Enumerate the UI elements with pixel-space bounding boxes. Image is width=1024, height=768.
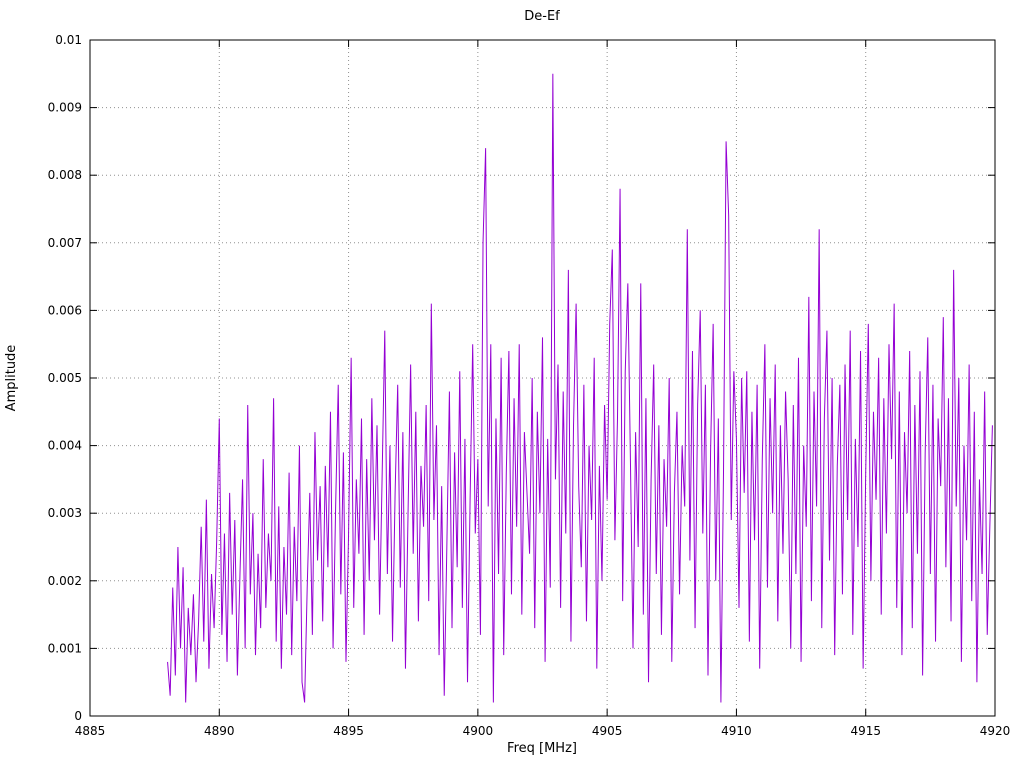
chart-title: De-Ef	[524, 9, 560, 24]
data-series	[167, 73, 993, 703]
x-tick-label: 4885	[75, 724, 106, 738]
tick-labels: 4885 4890 4895 4900 4905 4910 4915 4920 0 0.001 0.…	[48, 33, 1011, 738]
y-axis-label: Amplitude	[4, 345, 19, 412]
x-tick-label: 4905	[592, 724, 623, 738]
y-tick-label: 0.004	[48, 439, 82, 453]
spectrum-line	[167, 73, 993, 703]
y-tick-label: 0.005	[48, 371, 82, 385]
y-tick-label: 0.002	[48, 574, 82, 588]
plot-frame	[89, 39, 996, 717]
x-tick-label: 4890	[204, 724, 235, 738]
y-tick-label: 0.006	[48, 303, 82, 317]
x-tick-label: 4910	[721, 724, 752, 738]
y-tick-label: 0.007	[48, 236, 82, 250]
x-axis-label: Freq [MHz]	[507, 741, 577, 756]
y-tick-label: 0.003	[48, 506, 82, 520]
x-tick-label: 4900	[463, 724, 494, 738]
y-tick-label: 0.001	[48, 641, 82, 655]
y-tick-label: 0.008	[48, 168, 82, 182]
x-tick-label: 4920	[980, 724, 1011, 738]
grid-lines	[90, 40, 995, 716]
y-tick-label: 0.01	[55, 33, 82, 47]
x-tick-label: 4915	[850, 724, 881, 738]
y-tick-label: 0	[74, 709, 82, 723]
x-tick-label: 4895	[333, 724, 364, 738]
y-tick-label: 0.009	[48, 101, 82, 115]
